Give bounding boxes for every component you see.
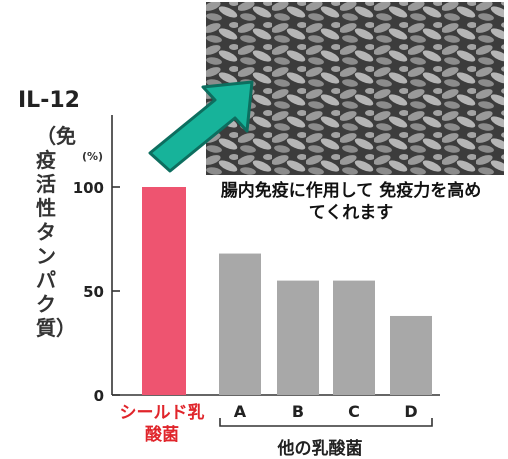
x-tick-label: C [348, 402, 360, 421]
group-bracket [219, 418, 433, 427]
y-tick-label: 0 [94, 387, 104, 405]
bar-b [277, 280, 319, 395]
y-tick-label: 50 [83, 283, 104, 301]
highlight-category-label: シールド乳酸菌 [119, 403, 205, 445]
arrow-icon [148, 80, 254, 173]
y-axis-label: （免疫活性タンパク質） [36, 124, 76, 340]
group-label: 他の乳酸菌 [277, 439, 363, 459]
annotation-text: 腸内免疫に作用して 免疫力を高めてくれます [220, 181, 482, 223]
bar-c [333, 280, 375, 395]
bar-shield [142, 187, 186, 395]
y-tick-label: 100 [73, 179, 104, 197]
chart-title: IL-12 [18, 88, 80, 113]
x-tick-label: B [292, 402, 304, 421]
microscope-photo [206, 2, 504, 175]
bar-a [219, 253, 261, 395]
y-unit-label: (%) [82, 150, 104, 163]
bar-d [390, 315, 432, 395]
x-tick-label: D [404, 402, 417, 421]
x-tick-label: A [234, 402, 247, 421]
